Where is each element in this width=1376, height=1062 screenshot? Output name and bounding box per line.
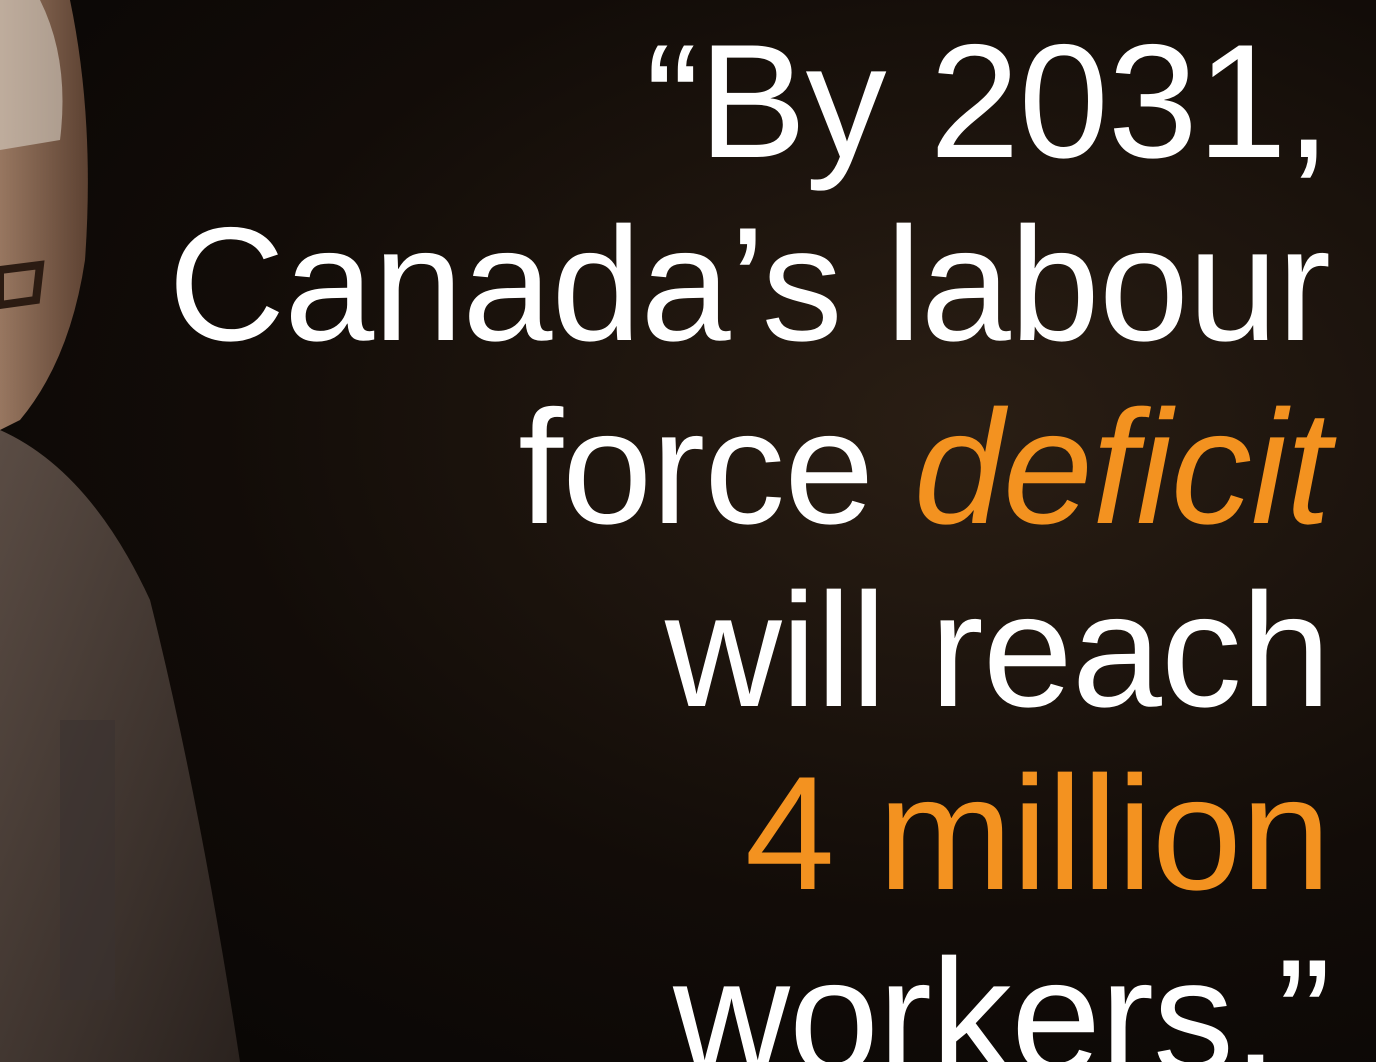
quote-text: force (518, 377, 873, 558)
quote-text: “By 2031, (646, 11, 1330, 192)
quote-graphic: “By 2031,Canada’s labourforcedeficitwill… (0, 0, 1376, 1062)
quote-line: “By 2031, (168, 10, 1330, 193)
quote-text: Canada’s labour (168, 194, 1330, 375)
quote-text: workers.” (673, 926, 1330, 1062)
quote-line: will reach (168, 559, 1330, 742)
quote-text: 4 million (745, 743, 1330, 924)
quote-text: will reach (665, 560, 1330, 741)
quote-line: Canada’s labour (168, 193, 1330, 376)
quote-text: deficit (914, 377, 1330, 558)
quote-line: 4 million (168, 742, 1330, 925)
quote-line: workers.” (168, 925, 1330, 1062)
